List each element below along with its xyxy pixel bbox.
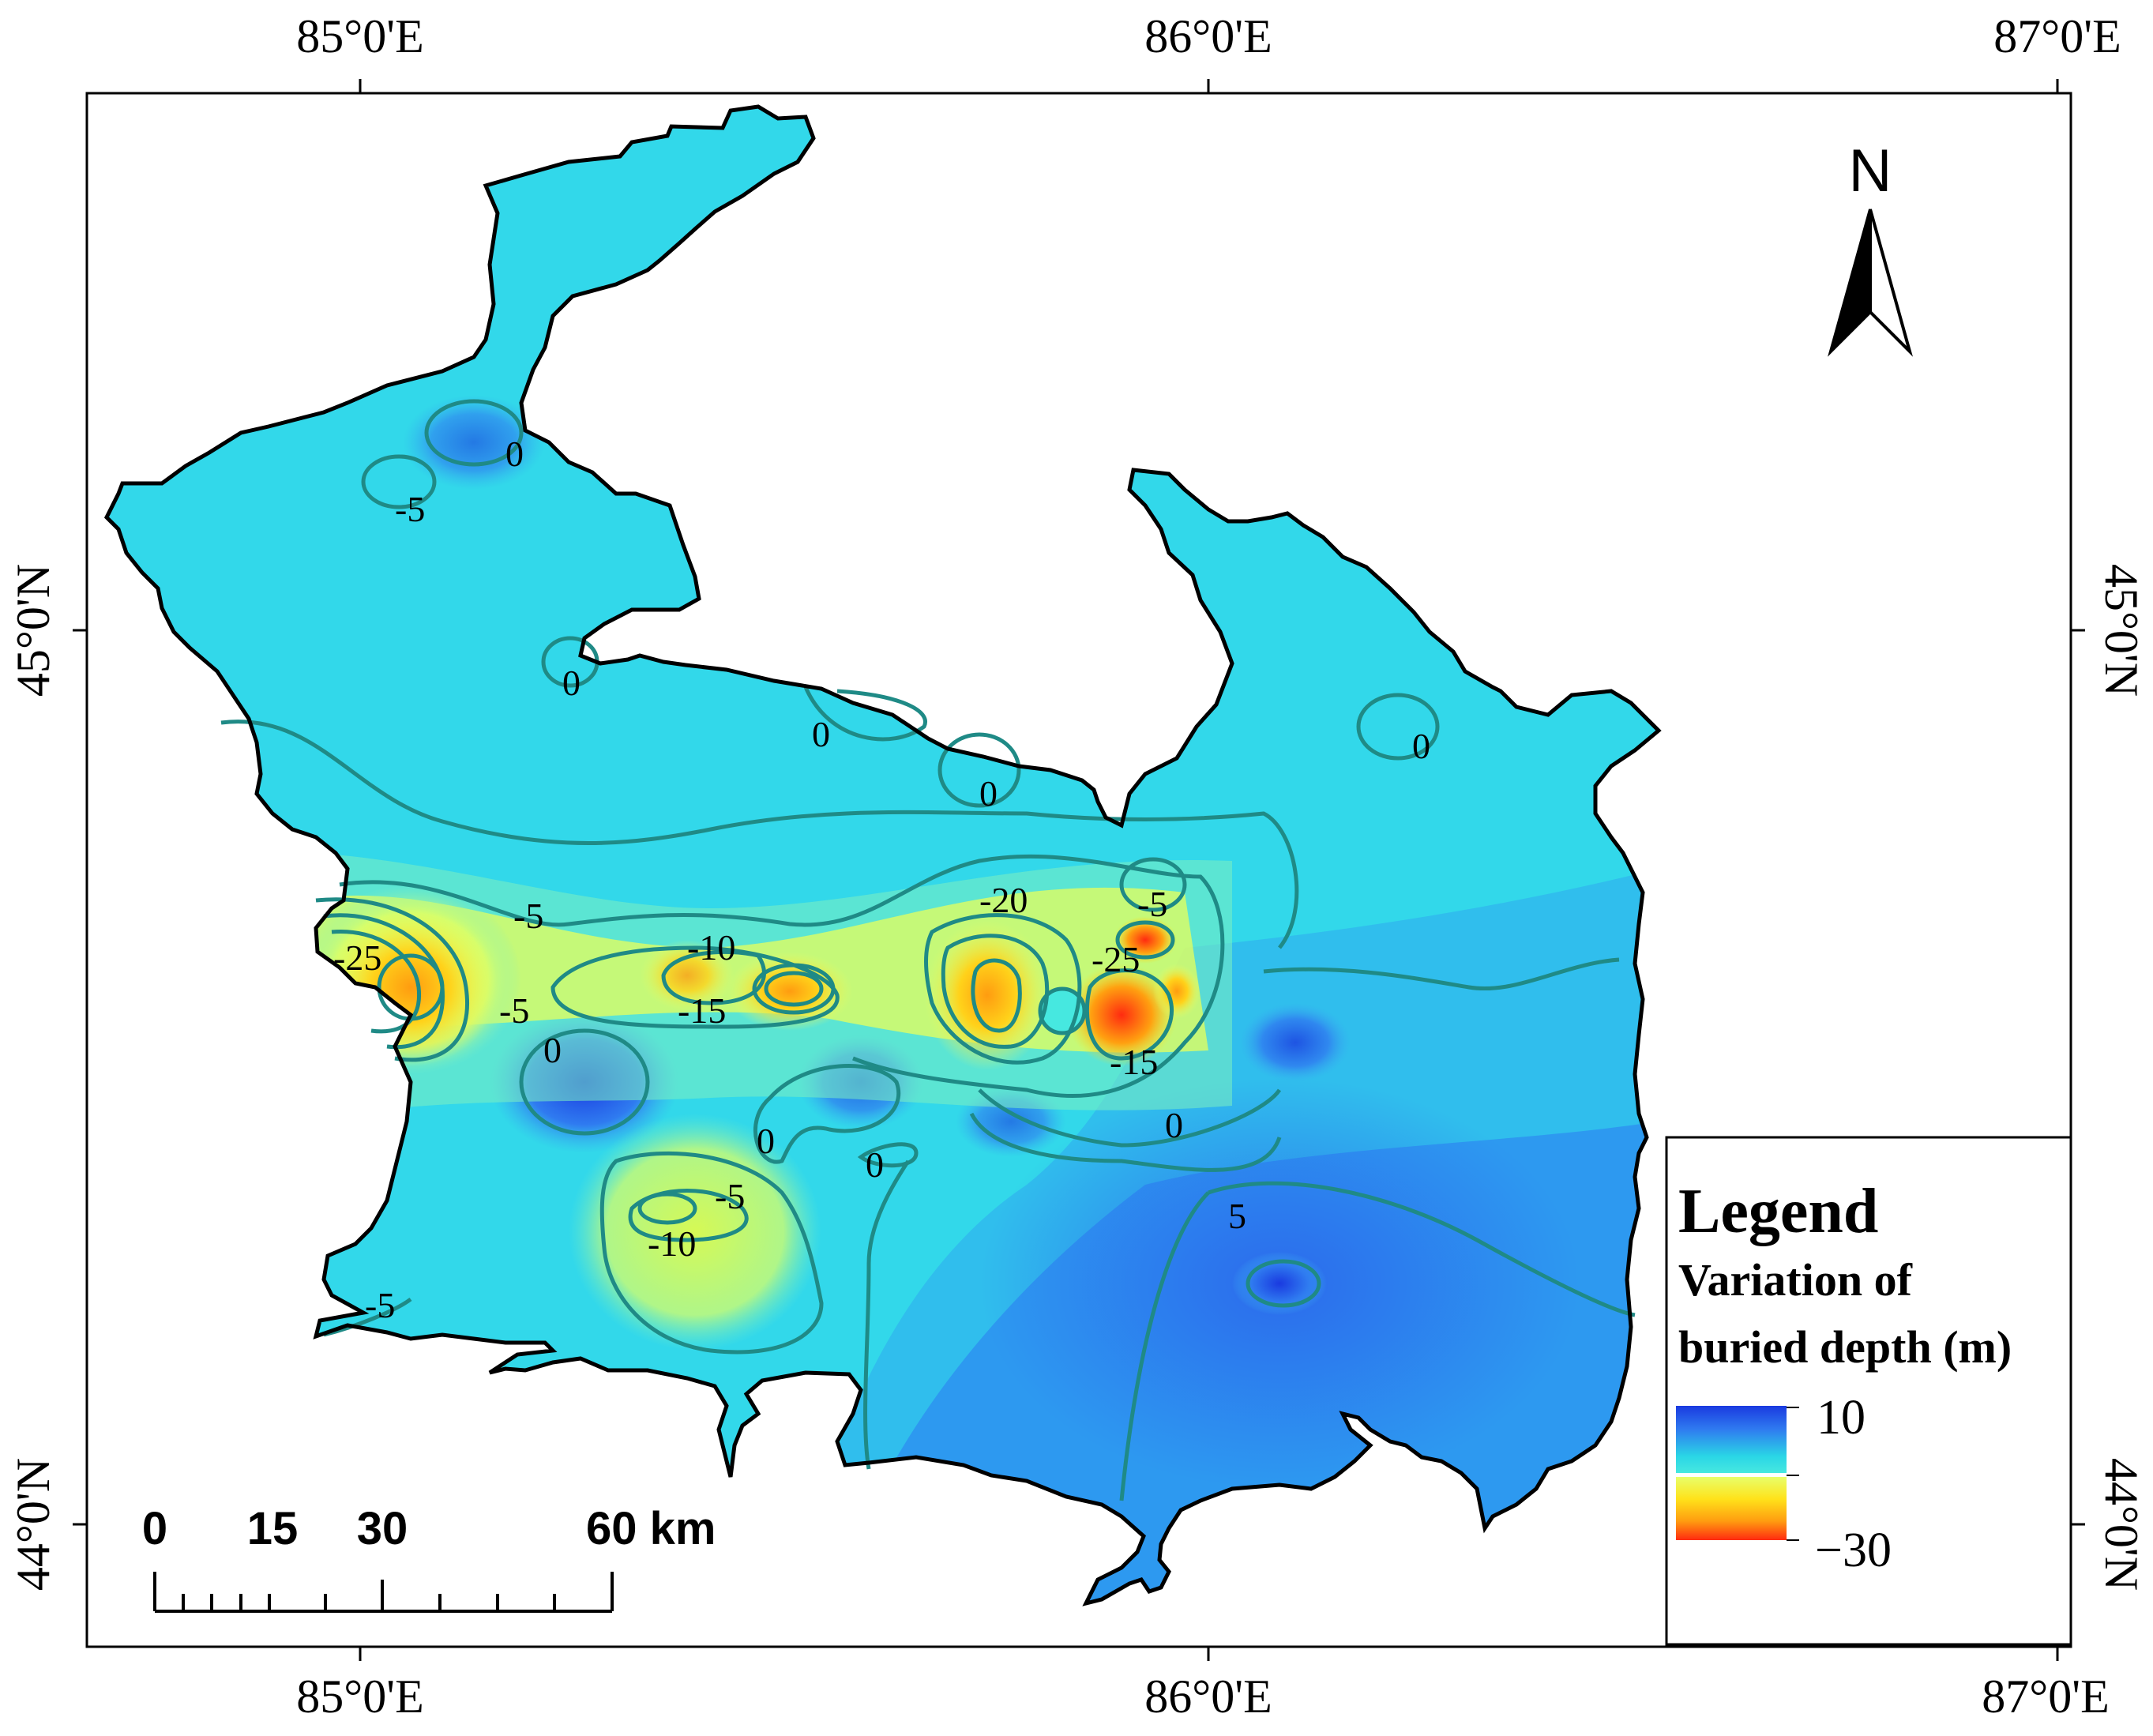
legend-ramp-low [1676, 1477, 1787, 1540]
contour-label: -5 [365, 1285, 395, 1325]
scale-label: 60 km [586, 1503, 716, 1554]
scale-label: 30 [357, 1503, 408, 1554]
scale-bar-line [153, 1572, 614, 1613]
contour-label: -5 [715, 1176, 745, 1216]
contour-label: -15 [1110, 1042, 1158, 1082]
contour-label: -20 [979, 880, 1028, 920]
left-lat-label: 44°0'N [7, 1458, 59, 1591]
contour-label: -25 [1092, 939, 1140, 979]
legend-subtitle: Variation of [1678, 1254, 1913, 1306]
contour-label: 0 [866, 1144, 884, 1185]
contour-label: 0 [505, 434, 524, 474]
left-lat-label: 45°0'N [7, 564, 59, 697]
north-arrow: N [1828, 137, 1913, 357]
contour-label: -10 [687, 927, 735, 968]
top-lon-label: 87°0'E [1993, 10, 2121, 62]
contour-label-group: 0 -5 0 0 0 0 -5 -25 -10 -15 -20 -5 -25 -… [333, 434, 1430, 1325]
legend-title: Legend [1678, 1177, 1878, 1246]
contour-label: 0 [1412, 726, 1430, 766]
contour-label: 5 [1228, 1196, 1246, 1236]
bottom-lon-label: 86°0'E [1144, 1670, 1272, 1723]
contour-label: 0 [562, 663, 581, 703]
legend-box [1665, 1136, 2072, 1646]
contour-label: 0 [1165, 1105, 1183, 1145]
legend-ramp-high [1676, 1406, 1787, 1473]
top-lon-label: 86°0'E [1144, 10, 1272, 62]
legend-subtitle: buried depth (m) [1678, 1321, 2012, 1373]
contour-label: -5 [1137, 884, 1167, 924]
scale-label: 15 [247, 1503, 299, 1554]
right-lat-label: 44°0'N [2095, 1458, 2147, 1591]
contour-label: -5 [395, 489, 425, 529]
contour-label: 0 [543, 1030, 562, 1070]
contour-label: -15 [678, 990, 726, 1031]
contour-label: -5 [499, 990, 529, 1031]
contour-label: -5 [513, 896, 543, 936]
bottom-lon-label: 87°0'E [1982, 1670, 2109, 1723]
contour-label: 0 [757, 1121, 775, 1161]
scale-bar: 0 15 30 60 km [142, 1503, 716, 1613]
right-lat-label: 45°0'N [2095, 564, 2147, 697]
legend-min-value: −30 [1815, 1524, 1892, 1577]
top-lon-label: 85°0'E [296, 10, 423, 62]
contour-label: -25 [333, 938, 381, 978]
legend: Legend Variation of buried depth (m) 10 … [1665, 1136, 2072, 1646]
contour-label: 0 [979, 773, 998, 814]
legend-max-value: 10 [1817, 1391, 1866, 1445]
frame-ticks [73, 79, 2085, 1661]
contour-lines [220, 399, 1636, 1501]
contour-label: -10 [648, 1223, 696, 1264]
scale-label: 0 [142, 1503, 167, 1554]
north-arrow-right-half [1869, 209, 1913, 357]
north-arrow-label: N [1849, 137, 1892, 205]
contour-label: 0 [812, 714, 830, 754]
bottom-lon-label: 85°0'E [296, 1670, 423, 1723]
